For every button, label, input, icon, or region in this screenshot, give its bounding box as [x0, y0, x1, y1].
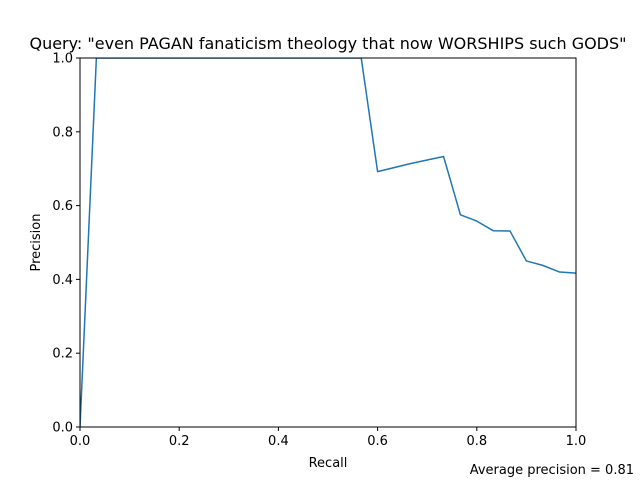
- x-tick-label: 0.4: [268, 434, 289, 449]
- series-line-0: [80, 58, 576, 427]
- x-tick-label: 0.6: [367, 434, 388, 449]
- y-axis-label: Precision: [29, 213, 44, 271]
- y-tick-label: 0.8: [52, 125, 73, 140]
- x-tick-label: 1.0: [566, 434, 587, 449]
- y-tick-label: 0.0: [52, 421, 73, 436]
- y-tick-label: 0.4: [52, 273, 73, 288]
- x-tick-label: 0.0: [70, 434, 91, 449]
- axes-frame: [79, 57, 577, 428]
- y-tick-label: 0.6: [52, 199, 73, 214]
- average-precision-annotation: Average precision = 0.81: [470, 463, 634, 478]
- x-axis-label: Recall: [309, 456, 348, 471]
- y-tick-label: 1.0: [52, 52, 73, 67]
- y-tick-label: 0.2: [52, 347, 73, 362]
- plot-area: 0.0 0.2 0.4 0.6 0.8 1.0 0.0 0.2 0.4 0.6 0.8 1.0: [52, 52, 586, 450]
- x-tick-label: 0.8: [466, 434, 487, 449]
- x-tick-label: 0.2: [169, 434, 190, 449]
- chart-title: Query: "even PAGAN fanaticism theology t…: [29, 34, 626, 53]
